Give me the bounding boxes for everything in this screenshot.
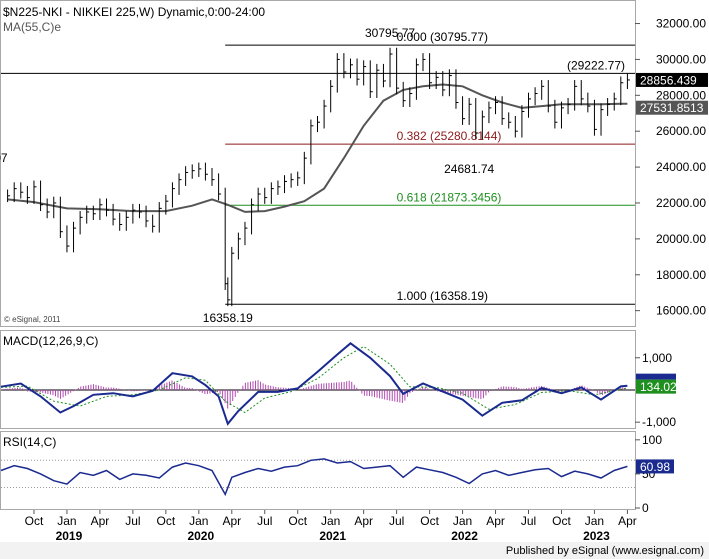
fib-level-label: 0.382 (25280.8144) [397,129,502,143]
x-month-tick-label: Jan [585,514,604,528]
fib-level-label: 0.000 (30795.77) [397,30,488,44]
price-annotation: 30795.77 [365,26,415,40]
symbol-title: $N225-NKI - NIKKEI 225,W) Dynamic,0:00-2… [3,5,265,19]
price-tick-label: 26000.00 [656,124,706,138]
x-month-tick-label: Apr [91,514,110,528]
rsi-panel-label: RSI(14,C) [3,435,56,449]
price-tick-label: 18000.00 [656,268,706,282]
rsi-tick-label: 100 [642,433,662,447]
ma-line [7,83,628,213]
footer-credit: Published by eSignal (www.esignal.com) [506,545,704,557]
price-tick-label: 28000.00 [656,88,706,102]
price-annotation: 48.07 [0,151,8,165]
rsi-tick-label: 0 [642,501,649,515]
price-horizontal-lines: (29222.77) 0.000 (30795.77) 0.382 (25280.8… [1,30,635,305]
x-month-tick-label: Apr [618,514,637,528]
x-month-tick-label: Oct [288,514,307,528]
x-month-tick-label: Jan [453,514,472,528]
x-year-label: 2021 [319,529,346,543]
price-annotation: 16358.19 [203,311,253,325]
watermark: © eSignal, 2011 [4,315,61,324]
x-month-tick-label: Oct [157,514,176,528]
x-month-tick-label: Apr [486,514,505,528]
x-month-tick-label: Oct [552,514,571,528]
x-month-tick-label: Jul [125,514,140,528]
price-tick-label: 20000.00 [656,232,706,246]
fib-level-label: 1.000 (16358.19) [397,289,488,303]
price-annotation: 24681.74 [444,162,494,176]
fib-level-label: 0.618 (21873.3456) [397,190,502,204]
macd-line [0,342,628,426]
x-month-tick-label: Jan [57,514,76,528]
macd-axis: 1,000 -1,000 134.02 [635,351,677,429]
x-year-label: 2023 [583,529,610,543]
x-year-label: 2020 [187,529,214,543]
macd-panel-label: MACD(12,26,9,C) [3,334,98,348]
price-tick-label: 30000.00 [656,52,706,66]
rsi-value-box [636,459,674,474]
x-month-tick-label: Oct [420,514,439,528]
x-month-tick-label: Jan [321,514,340,528]
macd-tick-label: 1,000 [642,351,672,365]
price-tick-label: 22000.00 [656,196,706,210]
x-month-tick-label: Jul [521,514,536,528]
rsi-line [0,458,628,497]
x-year-label: 2022 [451,529,478,543]
x-month-tick-label: Apr [222,514,241,528]
x-month-tick-label: Jul [257,514,272,528]
footer-bar [0,542,709,559]
x-axis: Oct Jan Apr Jul Oct Jan Apr Jul Oct Jan Apr Jul Oct J… [25,510,637,543]
macd-tick-label: -1,000 [642,415,676,429]
rsi-plot [0,458,635,497]
price-panel-frame [0,0,636,327]
x-month-tick-label: Jan [189,514,208,528]
x-month-tick-label: Jul [389,514,404,528]
price-tick-label: 24000.00 [656,160,706,174]
price-tick-label: 32000.00 [656,17,706,31]
x-month-tick-label: Oct [25,514,44,528]
resistance-label: (29222.77) [567,58,625,72]
x-month-tick-label: Apr [354,514,373,528]
macd-signal-line [0,345,628,414]
price-plot: 30795.77 24681.74 16358.19 48.07 [0,26,630,325]
last-price-box [636,72,708,87]
ma-legend-label: MA(55,C)e [3,20,61,34]
ma-value-box [636,100,708,115]
x-year-label: 2019 [56,529,83,543]
ma-value-label: 27531.8513 [640,101,704,115]
macd-panel-frame [0,330,636,429]
macd-value-label: 134.02 [640,380,677,394]
price-axis: 16000.00 18000.00 20000.00 22000.00 24000.00… [635,17,708,318]
macd-value-box [636,379,676,394]
last-price-label: 28856.439 [640,73,697,87]
macd-line-value-box [636,373,676,380]
rsi-value-label: 60.98 [640,460,670,474]
macd-plot [0,342,635,426]
rsi-panel-frame [0,431,636,510]
price-tick-label: 16000.00 [656,304,706,318]
